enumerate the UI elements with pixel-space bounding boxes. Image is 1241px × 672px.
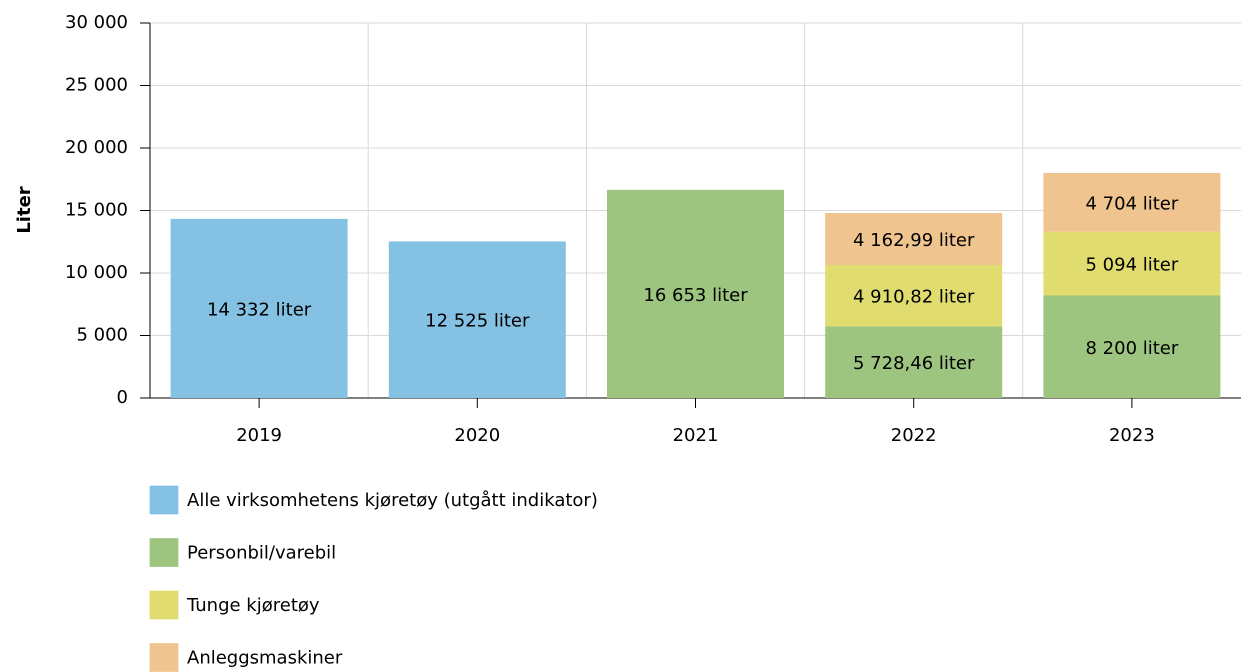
bar-segment	[825, 326, 1003, 398]
data-label: 12 525 liter	[425, 311, 530, 332]
x-tick-label: 2020	[454, 425, 500, 446]
data-label: 4 704 liter	[1086, 193, 1179, 214]
data-label: 4 910,82 liter	[853, 287, 975, 308]
bar-segment	[170, 218, 348, 398]
x-tick-label: 2021	[673, 425, 719, 446]
legend-label: Alle virksomhetens kjøretøy (utgått indi…	[187, 490, 598, 511]
legend-swatch	[149, 485, 179, 515]
y-tick-label: 25 000	[65, 75, 128, 96]
data-label: 8 200 liter	[1086, 338, 1179, 359]
data-label: 14 332 liter	[207, 299, 312, 320]
legend-swatch	[149, 590, 179, 620]
data-label: 5 728,46 liter	[853, 353, 975, 374]
x-tick-label: 2022	[891, 425, 937, 446]
legend-label: Tunge kjøretøy	[186, 595, 320, 616]
legend-label: Anleggsmaskiner	[187, 648, 343, 669]
y-tick-label: 30 000	[65, 12, 128, 33]
legend-swatch	[149, 643, 179, 672]
data-label: 16 653 liter	[643, 285, 748, 306]
bar-segment	[607, 189, 784, 398]
data-label: 4 162,99 liter	[853, 230, 975, 251]
bar-segment	[825, 212, 1003, 266]
y-tick-label: 15 000	[65, 200, 128, 221]
y-tick-label: 20 000	[65, 137, 128, 158]
bar-segment	[1043, 173, 1221, 232]
bar-segment	[1043, 231, 1221, 296]
legend-swatch	[149, 538, 179, 567]
y-tick-label: 5 000	[76, 325, 128, 346]
x-tick-label: 2019	[236, 425, 282, 446]
x-tick-label: 2023	[1109, 425, 1155, 446]
bar-segment	[825, 265, 1003, 327]
y-axis-label: Liter	[14, 186, 35, 233]
y-tick-label: 10 000	[65, 262, 128, 283]
bar-segment	[1043, 295, 1221, 398]
y-tick-label: 0	[117, 387, 128, 408]
legend-label: Personbil/varebil	[187, 543, 336, 564]
bar-segment	[388, 241, 566, 398]
data-label: 5 094 liter	[1086, 255, 1179, 276]
